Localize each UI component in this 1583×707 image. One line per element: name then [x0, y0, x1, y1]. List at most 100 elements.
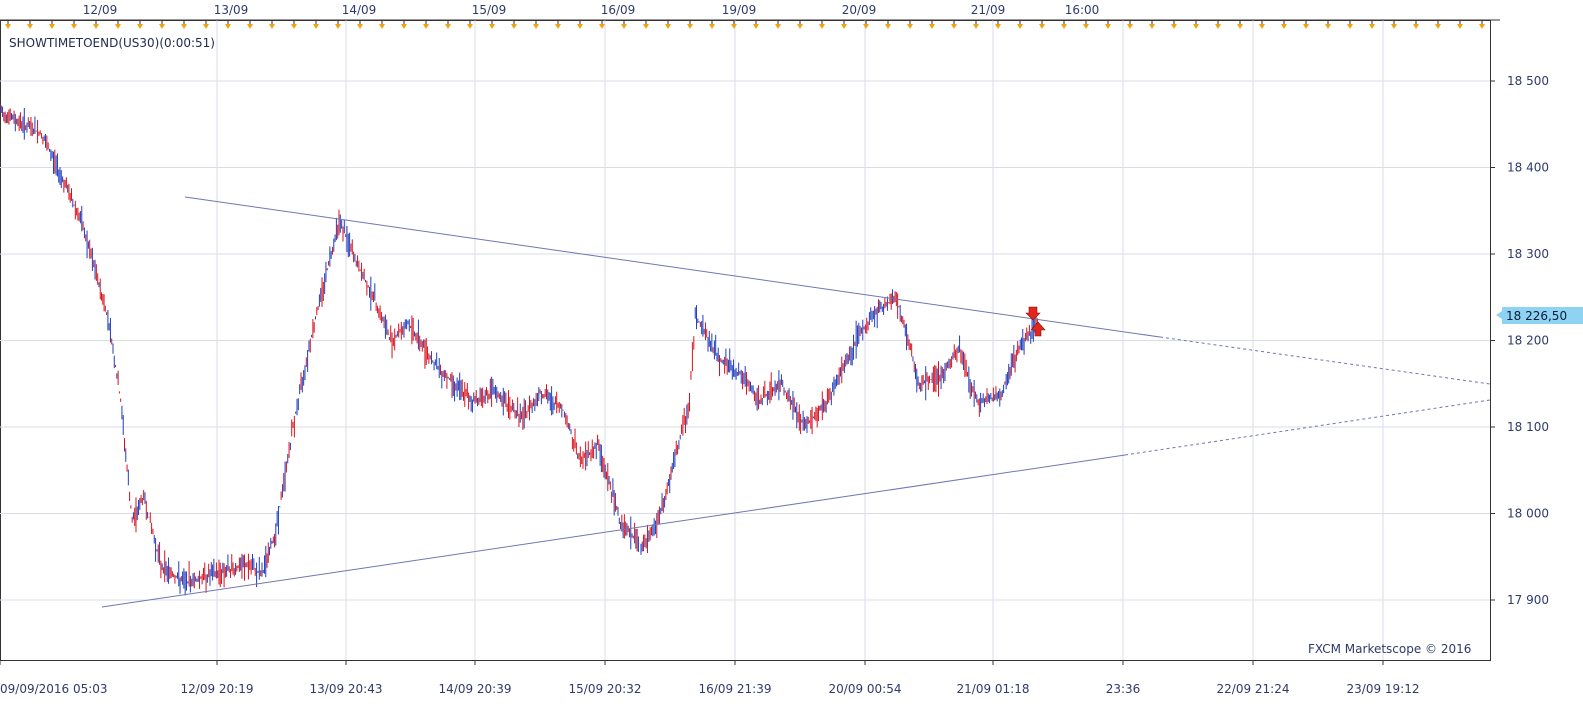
time-tick-label: 14/09 20:39 — [439, 682, 512, 696]
time-tick-label: 12/09 20:19 — [181, 682, 254, 696]
session-marker-icon — [1039, 24, 1045, 29]
time-tick-label: 15/09 20:32 — [569, 682, 642, 696]
price-tag-pointer — [1496, 311, 1502, 319]
session-marker-icon — [1215, 24, 1221, 29]
session-marker-icon — [1061, 24, 1067, 29]
price-tick-label: 18 500 — [1507, 74, 1549, 88]
top-time-label: 15/09 — [472, 3, 507, 17]
session-marker-icon — [71, 24, 77, 29]
price-tag-background — [1502, 307, 1583, 324]
time-tick-label: 21/09 01:18 — [957, 682, 1030, 696]
top-time-label: 13/09 — [214, 3, 249, 17]
session-marker-icon — [951, 24, 957, 29]
session-marker-icon — [269, 24, 275, 29]
session-marker-icon — [1457, 24, 1463, 29]
session-marker-icon — [1435, 24, 1441, 29]
session-marker-icon — [1237, 24, 1243, 29]
session-marker-icon — [1479, 24, 1485, 29]
session-marker-icon — [797, 24, 803, 29]
upper-trendline-extension — [1159, 336, 1491, 385]
session-marker-icon — [335, 24, 341, 29]
top-time-label: 20/09 — [842, 3, 877, 17]
session-marker-icon — [533, 24, 539, 29]
session-marker-icon — [1259, 24, 1265, 29]
session-marker-icon — [1171, 24, 1177, 29]
price-axis[interactable]: 17 900 18 000 18 100 18 200 18 300 18 400 18 5… — [1490, 74, 1549, 607]
session-marker-icon — [93, 24, 99, 29]
session-marker-icon — [401, 24, 407, 29]
session-marker-icon — [1193, 24, 1199, 29]
top-time-axis[interactable]: 12/09 13/09 14/09 15/09 16/09 19/09 20/09 21/09… — [0, 3, 1500, 29]
session-marker-icon — [863, 24, 869, 29]
session-marker-icon — [753, 24, 759, 29]
watermark: FXCM Marketscope © 2016 — [1308, 642, 1471, 656]
session-marker-icon — [819, 24, 825, 29]
session-marker-icon — [27, 24, 33, 29]
session-marker-icon — [907, 24, 913, 29]
top-time-label: 14/09 — [342, 3, 377, 17]
session-marker-icon — [1127, 24, 1133, 29]
session-marker-icon — [1105, 24, 1111, 29]
time-tick-label: 22/09 21:24 — [1217, 682, 1290, 696]
session-marker-icon — [841, 24, 847, 29]
session-marker-icon — [313, 24, 319, 29]
lower-trendline[interactable] — [101, 454, 1126, 608]
session-marker-icon — [1281, 24, 1287, 29]
session-marker-icon — [511, 24, 517, 29]
session-marker-icon — [291, 24, 297, 29]
session-marker-icon — [995, 24, 1001, 29]
session-marker-icon — [577, 24, 583, 29]
current-price-label: 18 226,50 — [1506, 309, 1567, 323]
trendlines[interactable] — [101, 196, 1491, 608]
current-price-tag: 18 226,50 — [1502, 307, 1583, 324]
session-marker-icon — [973, 24, 979, 29]
upper-trendline[interactable] — [184, 196, 1161, 338]
session-marker-icon — [423, 24, 429, 29]
session-marker-icon — [665, 24, 671, 29]
top-time-label: 16/09 — [601, 3, 636, 17]
price-tick-label: 18 400 — [1507, 161, 1549, 175]
session-marker-icon — [357, 24, 363, 29]
session-marker-icon — [247, 24, 253, 29]
time-tick-label: 16/09 21:39 — [699, 682, 772, 696]
session-marker-icon — [225, 24, 231, 29]
price-tick-label: 18 200 — [1507, 334, 1549, 348]
price-tick-label: 18 100 — [1507, 420, 1549, 434]
session-marker-icon — [599, 24, 605, 29]
session-marker-icon — [1083, 24, 1089, 29]
session-marker-icon — [1369, 24, 1375, 29]
session-marker-icon — [621, 24, 627, 29]
session-marker-icon — [1325, 24, 1331, 29]
session-marker-icon — [203, 24, 209, 29]
session-marker-icon — [181, 24, 187, 29]
session-marker-icon — [49, 24, 55, 29]
top-time-label: 16:00 — [1065, 3, 1100, 17]
session-marker-icon — [885, 24, 891, 29]
session-marker-icon — [731, 24, 737, 29]
session-marker-icon — [489, 24, 495, 29]
bottom-time-axis[interactable]: 09/09/2016 05:03 12/09 20:19 13/09 20:43 14… — [0, 660, 1419, 696]
time-tick-label: 23:36 — [1106, 682, 1141, 696]
time-tick-label: 13/09 20:43 — [310, 682, 383, 696]
session-marker-icon — [445, 24, 451, 29]
session-marker-icon — [1149, 24, 1155, 29]
top-time-label: 19/09 — [722, 3, 757, 17]
session-marker-icon — [159, 24, 165, 29]
session-marker-icon — [1347, 24, 1353, 29]
session-marker-icon — [687, 24, 693, 29]
session-marker-icon — [5, 24, 11, 29]
session-marker-icon — [643, 24, 649, 29]
session-marker-icon — [379, 24, 385, 29]
session-marker-icon — [775, 24, 781, 29]
lower-trendline-extension — [1124, 399, 1491, 456]
sell-arrow-icon — [1025, 306, 1041, 321]
grid-lines — [0, 20, 1491, 661]
time-tick-label: 23/09 19:12 — [1347, 682, 1420, 696]
top-time-label: 21/09 — [971, 3, 1006, 17]
session-marker-icon — [137, 24, 143, 29]
session-marker-icon — [1017, 24, 1023, 29]
time-tick-label: 20/09 00:54 — [829, 682, 902, 696]
session-marker-icon — [929, 24, 935, 29]
